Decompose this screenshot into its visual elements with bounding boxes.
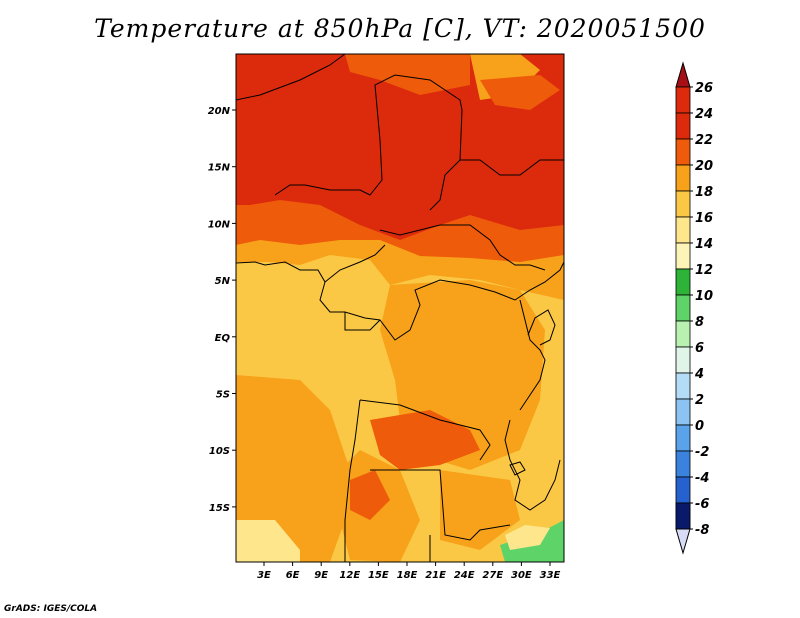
border-angola-zambia	[370, 469, 511, 541]
lat-tick-label: 15S	[209, 503, 230, 514]
field-16-southwest	[236, 520, 300, 562]
lon-tick-label: 33E	[540, 570, 561, 581]
colorbar-segment	[675, 294, 691, 322]
colorbar-label: 12	[695, 263, 713, 278]
lat-tick-label: 5S	[216, 390, 230, 401]
lon-tick-label: 12E	[339, 570, 360, 581]
colorbar-segment	[675, 450, 691, 478]
field-22-spot	[350, 470, 390, 520]
lat-tick-label: 15N	[208, 163, 231, 174]
field-22-angola	[370, 410, 480, 470]
field-20-south	[440, 470, 520, 550]
colorbar-label: 10	[695, 289, 713, 304]
latitude-axis: 20N 15N 10N 5N EQ 5S 10S 15S	[208, 106, 236, 514]
coast-angola	[344, 399, 361, 562]
longitude-axis: 3E 6E 9E 12E 15E 18E 21E 24E 27E 30E 33E	[257, 562, 561, 581]
border-niger-chad	[274, 74, 463, 211]
colorbar-segment	[675, 320, 691, 348]
colorbar-label: 6	[695, 341, 704, 356]
border-chad-sudan	[460, 159, 564, 176]
lake-mweru	[509, 461, 526, 476]
border-algeria	[236, 54, 346, 101]
borders	[236, 54, 564, 562]
lon-tick-label: 27E	[482, 570, 503, 581]
field-20-sw	[236, 375, 350, 562]
colorbar-segment	[675, 164, 691, 192]
field-22-north-a	[345, 54, 470, 95]
colorbar-segment	[675, 138, 691, 166]
colorbar-label: 4	[694, 367, 704, 382]
border-angola-north	[359, 399, 491, 461]
lon-tick-label: 21E	[425, 570, 446, 581]
colorbar-label: 26	[695, 81, 713, 96]
colorbar-segment	[675, 216, 691, 244]
lon-tick-label: 15E	[368, 570, 389, 581]
colorbar-segment	[675, 86, 691, 114]
colorbar-bottom-arrow	[675, 528, 691, 555]
colorbar-top-arrow	[675, 61, 691, 88]
colorbar-label: -6	[695, 497, 709, 512]
colorbar-label: -4	[695, 471, 709, 486]
colorbar-label: 22	[695, 133, 713, 148]
colorbar-label: 8	[695, 315, 704, 330]
border-gabon	[344, 312, 381, 331]
lat-tick-label: 5N	[215, 276, 231, 287]
lon-tick-label: 3E	[257, 570, 271, 581]
colorbar-label: 18	[695, 185, 713, 200]
lat-tick-label: 10N	[208, 219, 231, 230]
colorbar-segment	[675, 372, 691, 400]
field-22-north-c	[480, 75, 560, 110]
lon-tick-label: 24E	[454, 570, 475, 581]
colorbar-segment	[675, 424, 691, 452]
colorbar-segment	[675, 112, 691, 140]
border-nigeria-cam	[324, 244, 386, 283]
border-car	[440, 224, 546, 271]
colorbar-segment	[675, 268, 691, 296]
map-frame	[235, 53, 565, 563]
temperature-field	[236, 54, 564, 562]
colorbar-label: 14	[695, 237, 713, 252]
colorbar-label: 24	[695, 107, 713, 122]
colorbar-label: -2	[695, 445, 709, 460]
border-drc-east	[519, 299, 546, 411]
field-16-southeast	[505, 525, 550, 550]
colorbar-segment	[675, 476, 691, 504]
colorbar-segment	[675, 502, 691, 530]
lat-tick-label: EQ	[215, 333, 231, 344]
colorbar-label: -8	[695, 523, 709, 538]
lat-tick-label: 10S	[209, 446, 230, 457]
colorbar-label: 16	[695, 211, 713, 226]
border-malawi	[504, 419, 561, 511]
colorbar-segment	[675, 398, 691, 426]
coast-gulf	[236, 261, 564, 341]
colorbar-label: 0	[695, 419, 704, 434]
colorbar-segment	[675, 242, 691, 270]
field-24-sahara	[236, 54, 564, 240]
lon-tick-label: 6E	[286, 570, 300, 581]
lon-tick-label: 9E	[314, 570, 328, 581]
border-cam-chad	[379, 224, 441, 236]
colorbar-segment	[675, 190, 691, 218]
colorbar-segment	[675, 346, 691, 374]
map-title: Temperature at 850hPa [C], VT: 202005150…	[94, 14, 706, 43]
credit-text: GrADS: IGES/COLA	[4, 604, 98, 614]
colorbar-label: 2	[695, 393, 704, 408]
lon-tick-label: 18E	[397, 570, 418, 581]
lon-tick-label: 30E	[511, 570, 532, 581]
lake-victoria	[527, 309, 556, 346]
colorbar-label: 20	[695, 159, 713, 174]
lat-tick-label: 20N	[208, 106, 231, 117]
